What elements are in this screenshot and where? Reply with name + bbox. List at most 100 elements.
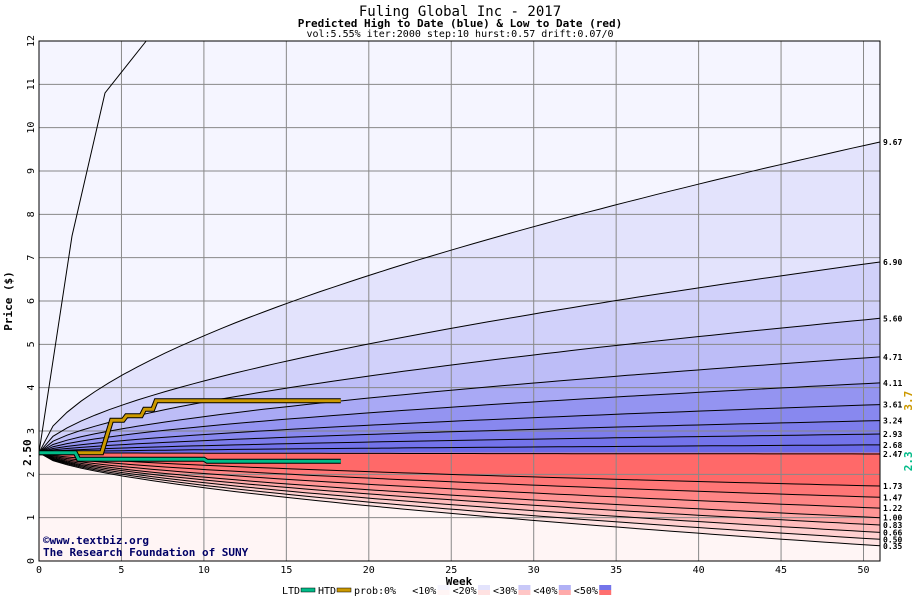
y-tick-label: 6 (26, 298, 37, 304)
chart-parameters: vol:5.55% iter:2000 step:10 hurst:0.57 d… (306, 29, 613, 40)
low-probability-curve (38, 452, 881, 487)
y-tick-label: 2 (26, 471, 37, 477)
legend-ltd-label: LTD (282, 586, 300, 597)
ltd-end-label: 2.3 (902, 451, 915, 471)
low-band-3 (39, 452, 880, 509)
legend-item-label: <30% (493, 586, 517, 597)
start-price-label: 2.50 (21, 439, 34, 466)
y-tick-label: 3 (26, 428, 37, 434)
high-probability-curve (38, 404, 881, 454)
htd-end-label: 3.7 (902, 391, 915, 411)
legend-swatch-high (478, 585, 490, 590)
ltd-line (39, 451, 341, 463)
legend-ltd-swatch (300, 587, 316, 593)
credit-url: ©www.textbiz.org (43, 534, 149, 547)
legend-item-label: <50% (574, 586, 598, 597)
low-probability-curve (38, 452, 881, 533)
high-probability-curve (38, 356, 881, 454)
legend-swatch-high (558, 585, 571, 590)
low-band-7 (39, 452, 880, 540)
y-tick-label: 7 (26, 255, 37, 261)
x-tick-label: 40 (693, 565, 705, 576)
curve-end-label: 5.60 (883, 314, 902, 323)
legend-swatch-high (437, 585, 450, 590)
probability-bands (39, 41, 880, 561)
legend-swatch-low (599, 590, 612, 595)
y-tick-label: 0 (26, 558, 37, 564)
high-band-3 (39, 318, 880, 453)
low-band-8 (39, 452, 880, 546)
y-tick-label: 8 (26, 211, 37, 217)
curve-end-label: 0.83 (883, 521, 902, 530)
legend-swatch-high (599, 585, 612, 590)
plot-frame (38, 40, 881, 562)
low-band-4 (39, 452, 880, 518)
legend-item-label: <40% (533, 586, 557, 597)
credit-org: The Research Foundation of SUNY (43, 546, 249, 559)
high-probability-curve (38, 444, 880, 454)
low-probability-curve (38, 452, 881, 540)
y-tick-label: 1 (26, 515, 37, 521)
chart-subtitle: Predicted High to Date (blue) & Low to D… (298, 17, 623, 30)
chart-title: Fuling Global Inc - 2017 (359, 4, 561, 20)
htd-line (39, 399, 341, 455)
x-tick-label: 10 (198, 565, 210, 576)
low-probability-curve (38, 452, 880, 455)
curve-end-label: 0.50 (883, 535, 902, 544)
legend-swatch-high (518, 585, 531, 590)
curve-end-label: 1.73 (883, 482, 902, 491)
low-probability-curve (38, 452, 881, 547)
y-tick-label: 10 (26, 122, 37, 134)
x-tick-label: 35 (610, 565, 622, 576)
legend-swatch-low (558, 590, 571, 595)
high-probability-curve (38, 433, 881, 454)
curve-end-label: 2.47 (883, 450, 902, 459)
legend-swatch-low (397, 590, 410, 595)
x-tick-label: 15 (280, 565, 292, 576)
legend-item-label: <20% (453, 586, 477, 597)
curve-end-label: 3.61 (883, 401, 902, 410)
curve-end-label: 2.93 (883, 430, 902, 439)
curve-end-label: 0.35 (883, 542, 902, 551)
curve-end-labels: 9.67 6.90 5.60 4.71 4.11 3.61 3.24 2.93 2.682.47… (883, 138, 915, 551)
y-tick-label: 12 (26, 35, 37, 47)
high-band-4 (39, 356, 880, 453)
curve-end-label: 0.66 (883, 528, 902, 537)
high-probability-curve (38, 382, 881, 454)
curve-end-label: 4.71 (883, 353, 902, 362)
low-band-6 (39, 452, 880, 533)
legend-prob-label: prob: (354, 586, 384, 597)
high-band-6 (39, 404, 880, 453)
curve-end-label: 1.00 (883, 514, 902, 523)
legend-item-label: 0% (384, 586, 396, 597)
high-band-7 (39, 420, 880, 453)
x-axis-label: Week (446, 575, 473, 588)
x-tick-label: 45 (775, 565, 787, 576)
high-band-8 (39, 434, 880, 453)
y-axis-label: Price ($) (2, 271, 15, 331)
curve-end-label: 1.22 (883, 504, 902, 513)
legend-swatch-low (518, 590, 531, 595)
legend-swatch-high (397, 585, 410, 590)
high-probability-curve (38, 420, 881, 454)
high-band-1 (39, 142, 880, 453)
low-band-9 (39, 452, 880, 561)
probability-curves (38, 40, 881, 547)
legend-item-label: <10% (412, 586, 436, 597)
y-tick-label: 9 (26, 168, 37, 174)
x-tick-label: 30 (528, 565, 540, 576)
x-tick-label: 0 (36, 565, 42, 576)
low-probability-curve (38, 452, 881, 519)
curve-end-label: 3.24 (883, 417, 902, 426)
legend-htd-label: HTD (318, 586, 336, 597)
high-probability-curve (38, 141, 881, 453)
high-band-9 (39, 444, 880, 453)
outer-high-curve (38, 40, 147, 453)
legend-swatch-low (478, 590, 490, 595)
low-probability-curve (38, 452, 881, 509)
legend-htd-swatch (336, 587, 352, 593)
curve-end-label: 9.67 (883, 138, 902, 147)
high-band-5 (39, 382, 880, 453)
